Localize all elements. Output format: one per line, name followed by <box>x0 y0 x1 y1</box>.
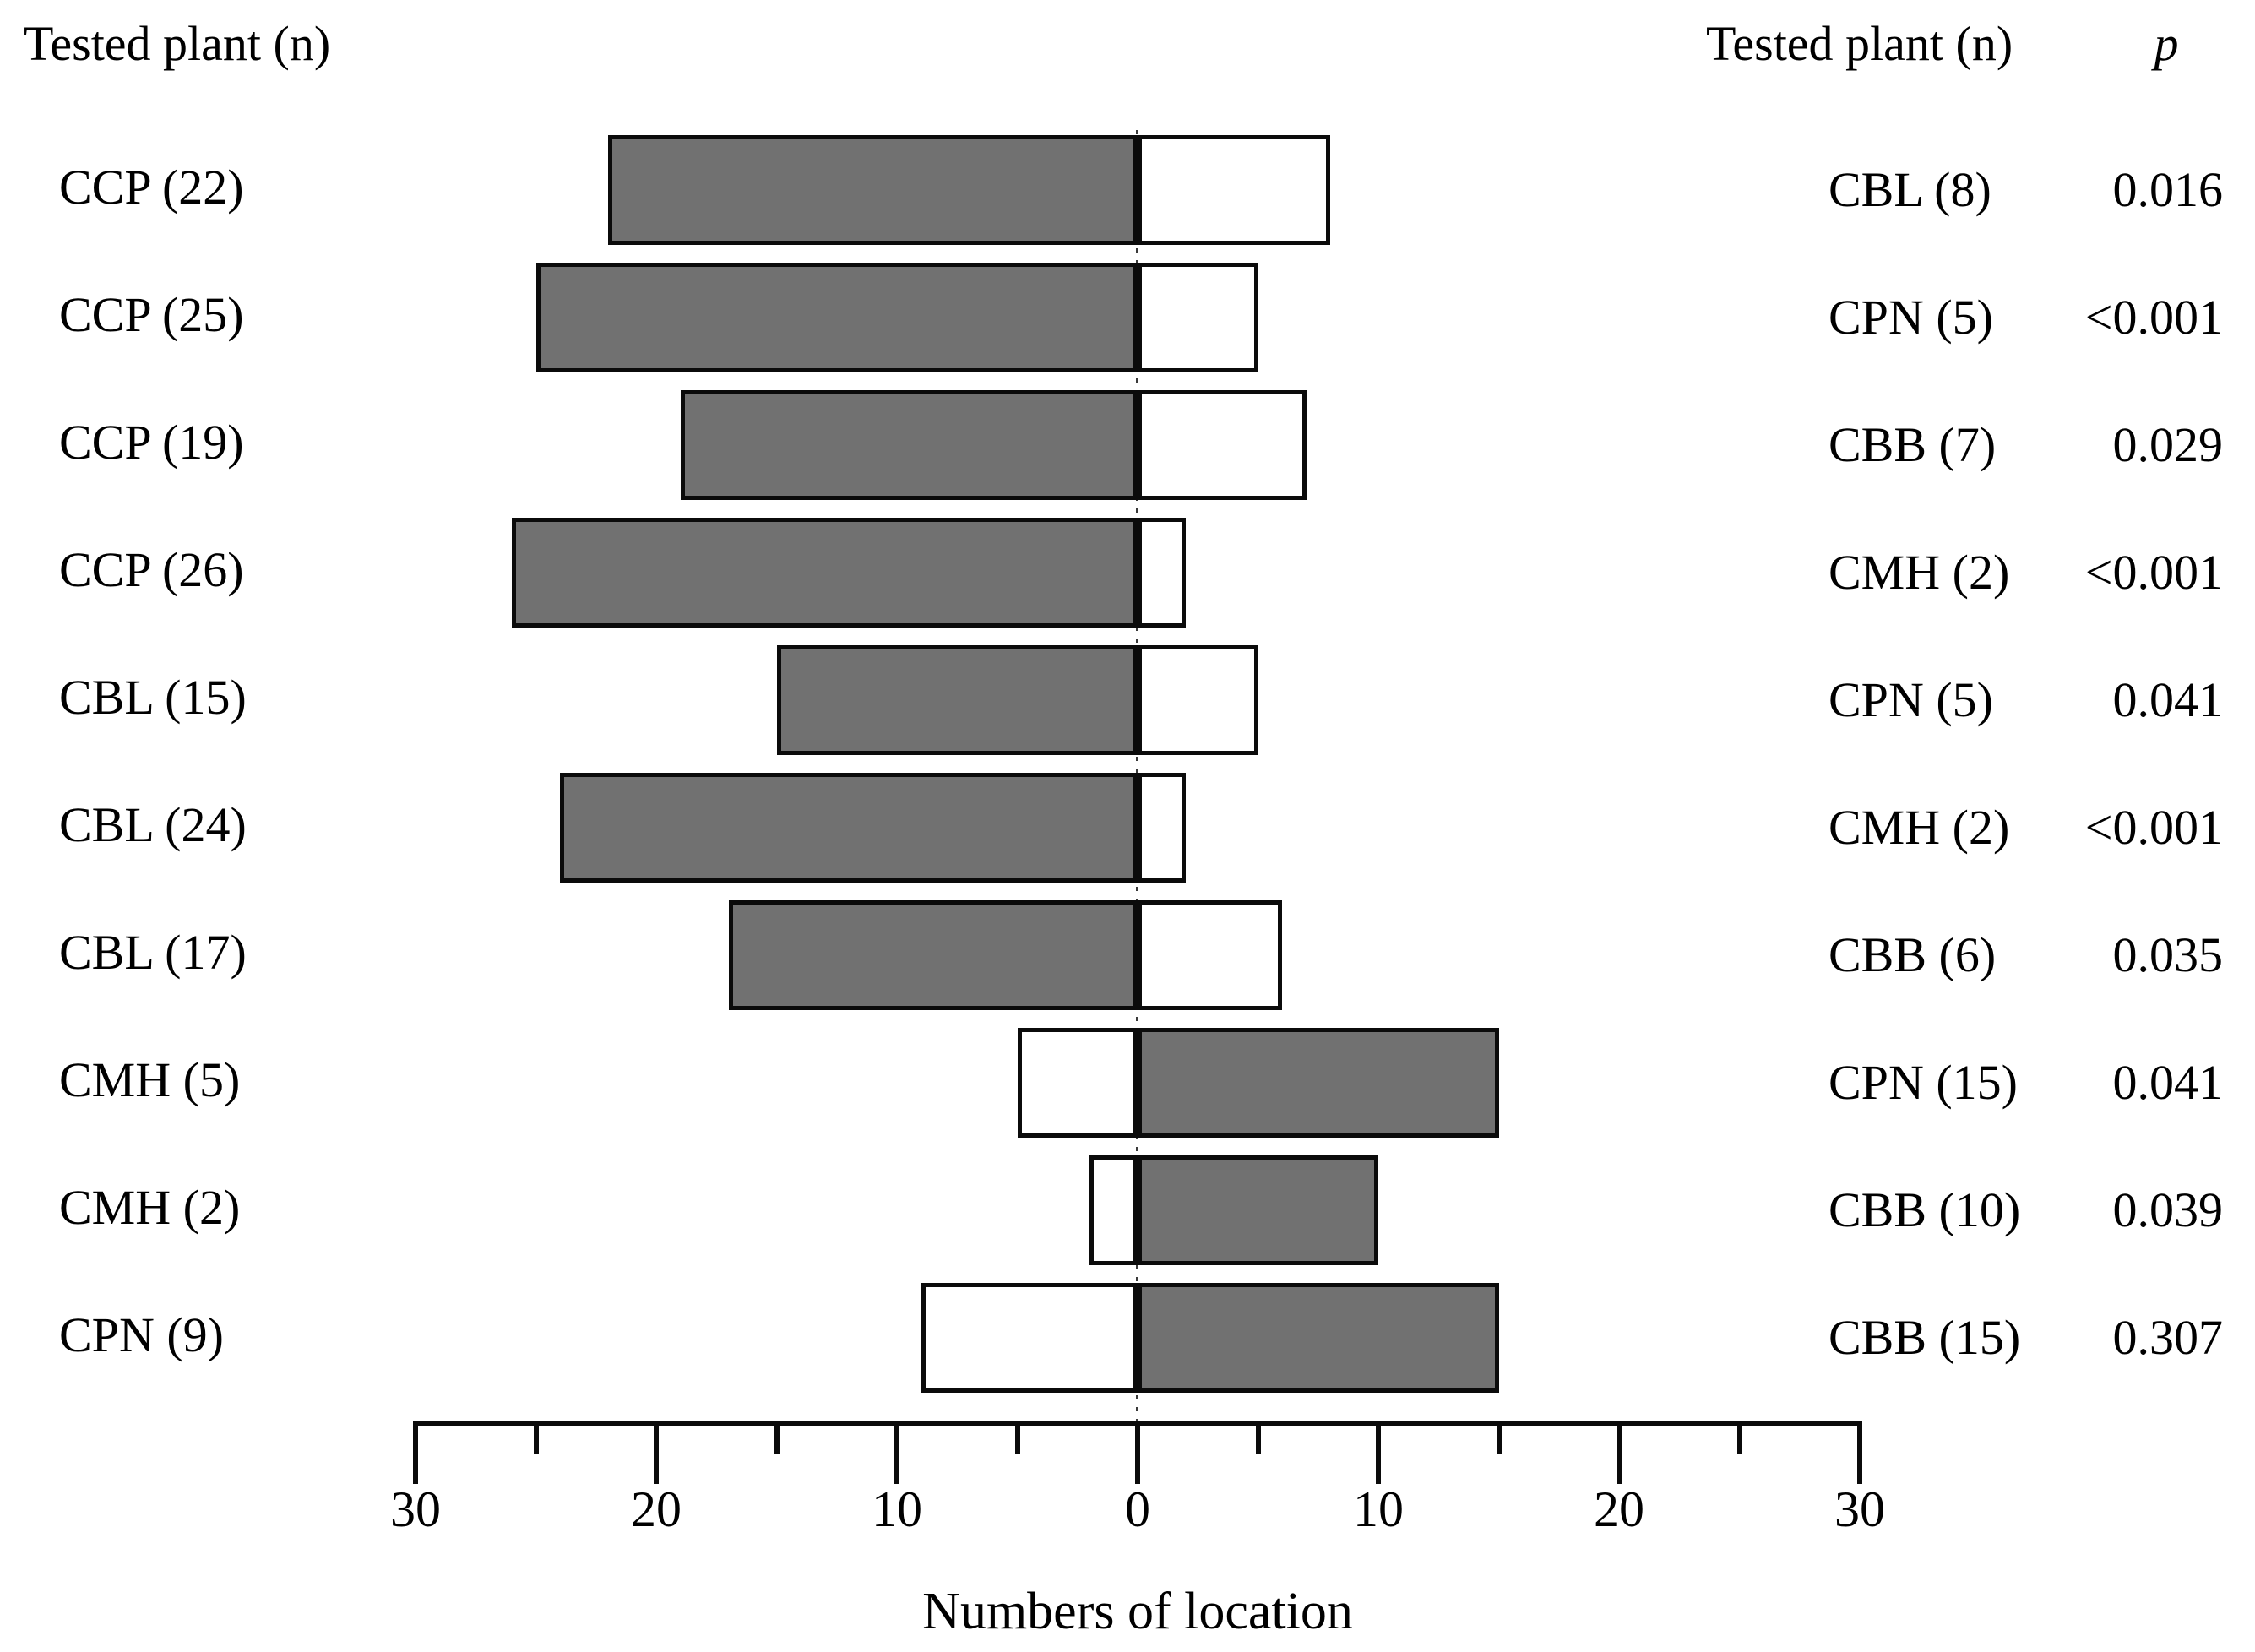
bar-segment-gray <box>1138 1028 1499 1138</box>
bar-segment-white <box>1138 773 1186 883</box>
row-left-label: CMH (5) <box>59 1052 241 1107</box>
bar-segment-gray <box>560 773 1138 883</box>
row-p-value: 0.016 <box>2112 162 2224 217</box>
x-axis-tick-label: 10 <box>1353 1481 1404 1537</box>
bar-segment-gray <box>512 518 1138 628</box>
row-p-value: 0.307 <box>2112 1310 2224 1365</box>
row-left-label: CCP (19) <box>59 415 244 470</box>
x-axis-major-tick <box>654 1421 659 1484</box>
row-left-label: CBL (24) <box>59 797 247 852</box>
x-axis-minor-tick <box>774 1421 780 1454</box>
row-right-label: CBB (10) <box>1828 1182 2021 1237</box>
bar-segment-gray <box>680 390 1138 500</box>
row-right-label: CBB (7) <box>1828 417 1997 472</box>
row-left-label: CBL (15) <box>59 670 247 725</box>
x-axis-tick-label: 20 <box>631 1481 682 1537</box>
bar-segment-white <box>1138 645 1258 755</box>
row-right-label: CPN (5) <box>1828 290 1993 345</box>
x-axis-major-tick <box>1617 1421 1622 1484</box>
row-p-value: 0.041 <box>2112 672 2224 727</box>
row-p-value: <0.001 <box>2084 800 2223 855</box>
row-right-label: CBB (6) <box>1828 927 1997 982</box>
bar-segment-white <box>1138 900 1282 1010</box>
bar-segment-gray <box>535 263 1138 372</box>
x-axis-minor-tick <box>1014 1421 1020 1454</box>
x-axis-tick-label: 10 <box>872 1481 922 1537</box>
bar-segment-gray <box>608 135 1138 245</box>
row-p-value: <0.001 <box>2084 545 2223 600</box>
row-right-label: CPN (5) <box>1828 672 1993 727</box>
left-column-header: Tested plant (n) <box>24 16 331 71</box>
p-value-column-header: p <box>2154 16 2179 71</box>
x-axis-tick-label: 30 <box>1834 1481 1885 1537</box>
bar-segment-white <box>1138 263 1258 372</box>
row-p-value: 0.029 <box>2112 417 2224 472</box>
x-axis-tick-label: 0 <box>1125 1481 1150 1537</box>
row-left-label: CCP (26) <box>59 542 244 597</box>
x-axis-minor-tick <box>1736 1421 1742 1454</box>
bar-segment-white <box>1089 1155 1138 1265</box>
right-column-header: Tested plant (n) <box>1706 16 2013 71</box>
bar-segment-white <box>1138 390 1307 500</box>
bar-segment-gray <box>776 645 1138 755</box>
row-left-label: CCP (22) <box>59 160 244 215</box>
bar-segment-white <box>1017 1028 1138 1138</box>
row-p-value: 0.039 <box>2112 1182 2224 1237</box>
bar-segment-gray <box>1138 1155 1378 1265</box>
row-right-label: CMH (2) <box>1828 800 2010 855</box>
row-p-value: 0.041 <box>2112 1055 2224 1110</box>
row-right-label: CBL (8) <box>1828 162 1991 217</box>
x-axis-tick-label: 30 <box>390 1481 441 1537</box>
row-left-label: CMH (2) <box>59 1180 241 1235</box>
row-right-label: CMH (2) <box>1828 545 2010 600</box>
x-axis-major-tick <box>1857 1421 1862 1484</box>
row-left-label: CCP (25) <box>59 287 244 342</box>
x-axis-tick-label: 20 <box>1594 1481 1644 1537</box>
x-axis-minor-tick <box>1255 1421 1261 1454</box>
bar-segment-gray <box>1138 1283 1499 1393</box>
x-axis-minor-tick <box>1496 1421 1502 1454</box>
row-p-value: <0.001 <box>2084 290 2223 345</box>
row-left-label: CBL (17) <box>59 925 247 980</box>
x-axis-major-tick <box>413 1421 418 1484</box>
x-axis-major-tick <box>894 1421 899 1484</box>
row-right-label: CPN (15) <box>1828 1055 2018 1110</box>
bar-segment-gray <box>728 900 1138 1010</box>
row-left-label: CPN (9) <box>59 1307 224 1362</box>
x-axis-title: Numbers of location <box>922 1583 1353 1640</box>
bar-segment-white <box>1138 135 1330 245</box>
x-axis-minor-tick <box>533 1421 539 1454</box>
x-axis-major-tick <box>1376 1421 1381 1484</box>
bar-segment-white <box>1138 518 1186 628</box>
x-axis-major-tick <box>1135 1421 1140 1484</box>
bar-segment-white <box>921 1283 1138 1393</box>
row-p-value: 0.035 <box>2112 927 2224 982</box>
row-right-label: CBB (15) <box>1828 1310 2021 1365</box>
